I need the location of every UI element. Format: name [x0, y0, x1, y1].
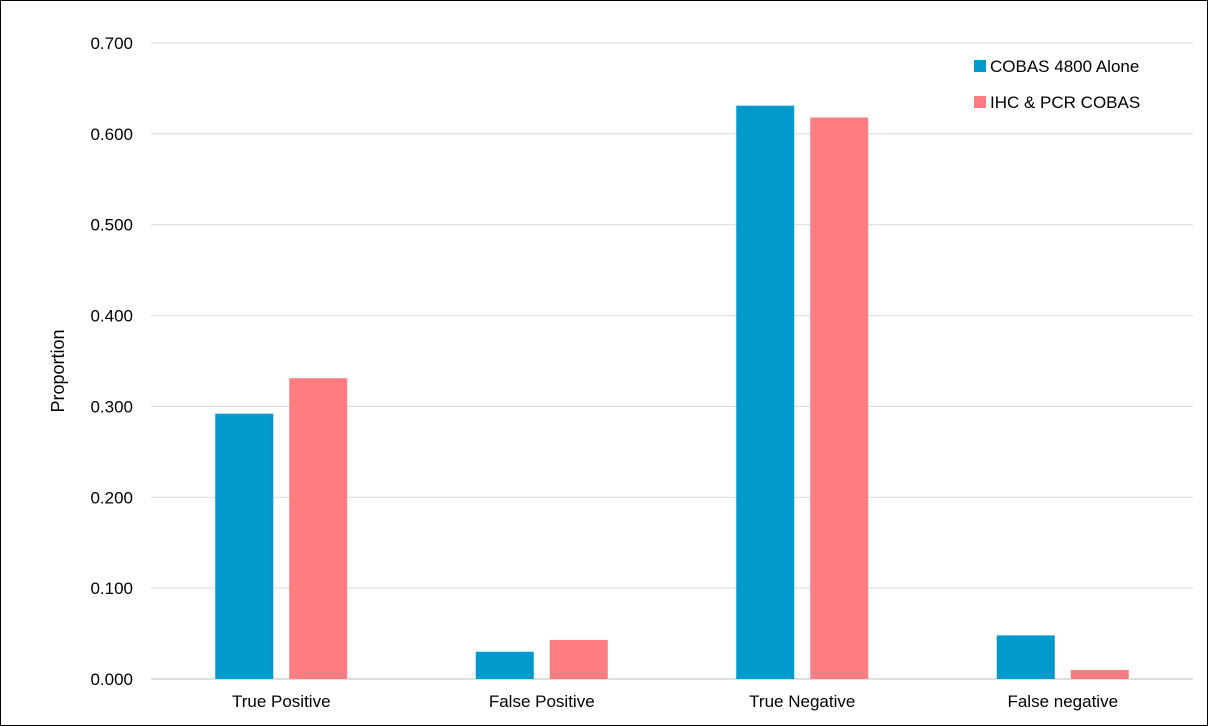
y-tick-label: 0.200	[90, 488, 133, 507]
x-category-label: False negative	[1007, 692, 1118, 711]
legend: COBAS 4800 Alone IHC & PCR COBAS	[974, 57, 1140, 112]
x-category-label: True Negative	[749, 692, 855, 711]
legend-label: IHC & PCR COBAS	[990, 93, 1140, 112]
y-tick-label: 0.300	[90, 397, 133, 416]
bar-cobas-4800-alone	[736, 105, 795, 680]
bars	[215, 105, 1129, 680]
bar-ihc-pcr-cobas	[810, 117, 869, 679]
bar-cobas-4800-alone	[215, 413, 274, 679]
bar-ihc-pcr-cobas	[1070, 669, 1129, 679]
bar-cobas-4800-alone	[475, 651, 534, 679]
y-tick-label: 0.700	[90, 34, 133, 53]
bar-ihc-pcr-cobas	[289, 378, 348, 679]
y-axis-title: Proportion	[48, 329, 68, 412]
x-axis-categories: True Positive False Positive True Negative…	[232, 692, 1118, 711]
y-tick-label: 0.000	[90, 670, 133, 689]
legend-label: COBAS 4800 Alone	[990, 57, 1139, 76]
bar-ihc-pcr-cobas	[549, 639, 608, 679]
y-tick-label: 0.400	[90, 307, 133, 326]
y-tick-label: 0.600	[90, 125, 133, 144]
legend-swatch	[974, 96, 986, 108]
x-category-label: True Positive	[232, 692, 331, 711]
legend-swatch	[974, 60, 986, 72]
y-tick-label: 0.500	[90, 216, 133, 235]
bar-cobas-4800-alone	[996, 635, 1055, 679]
y-tick-label: 0.100	[90, 579, 133, 598]
y-axis-ticks: 0.000 0.100 0.200 0.300 0.400 0.500 0.600 0.700	[90, 34, 133, 689]
x-category-label: False Positive	[489, 692, 595, 711]
